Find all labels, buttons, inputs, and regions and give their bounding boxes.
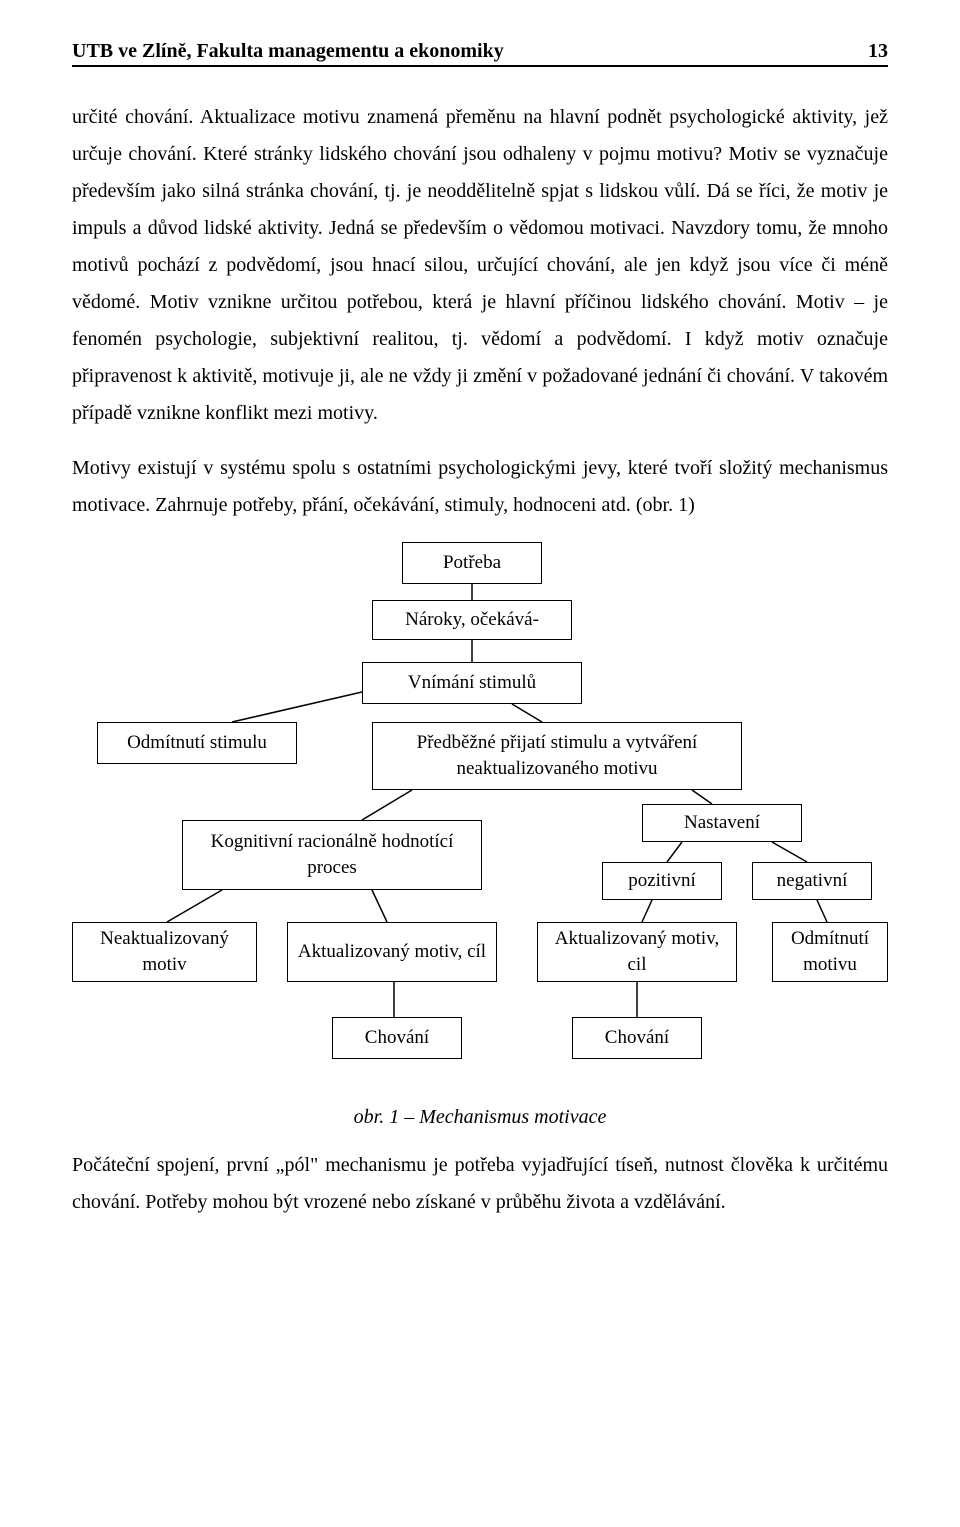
flowchart-node-chovani1: Chování [332,1017,462,1059]
paragraph-1: určité chování. Aktualizace motivu zname… [72,99,888,432]
page-header: UTB ve Zlíně, Fakulta managementu a ekon… [72,40,888,67]
flowchart-edge [692,790,712,804]
flowchart-edge [667,842,682,862]
flowchart-edge [167,890,222,922]
flowchart-edge [232,692,362,722]
document-page: UTB ve Zlíně, Fakulta managementu a ekon… [0,0,960,1299]
flowchart-node-odmit_mot: Odmítnutí motivu [772,922,888,982]
flowchart-edge [642,900,652,922]
flowchart-edge [372,890,387,922]
flowchart-edge [772,842,807,862]
flowchart-edge [512,704,542,722]
flowchart-node-neakt_motiv: Neaktualizovaný motiv [72,922,257,982]
header-title: UTB ve Zlíně, Fakulta managementu a ekon… [72,40,504,63]
flowchart-node-potreba: Potřeba [402,542,542,584]
flowchart-edge [817,900,827,922]
flowchart-node-nastaveni: Nastavení [642,804,802,842]
flowchart-node-akt_motiv1: Aktualizovaný motiv, cíl [287,922,497,982]
flowchart-node-kognitivni: Kognitivní racionálně hodnotící proces [182,820,482,890]
flowchart-node-akt_motiv2: Aktualizovaný motiv, cil [537,922,737,982]
paragraph-2: Motivy existují v systému spolu s ostatn… [72,450,888,524]
flowchart-node-vnimani: Vnímání stimulů [362,662,582,704]
flowchart-node-odmit_stim: Odmítnutí stimulu [97,722,297,764]
flowchart-node-chovani2: Chování [572,1017,702,1059]
flowchart-node-pozitivni: pozitivní [602,862,722,900]
paragraph-3: Počáteční spojení, první „pól" mechanism… [72,1147,888,1221]
flowchart-diagram: Potřeba Nároky, očekává- Vnímání stimulů Od… [72,542,888,1082]
figure-caption: obr. 1 – Mechanismus motivace [72,1106,888,1129]
flowchart-node-negativni: negativní [752,862,872,900]
flowchart-node-predbezne: Předběžné přijatí stimulu a vytváření ne… [372,722,742,790]
header-page-number: 13 [868,40,888,63]
flowchart-node-naroky: Nároky, očekává- [372,600,572,640]
flowchart-edge [362,790,412,820]
